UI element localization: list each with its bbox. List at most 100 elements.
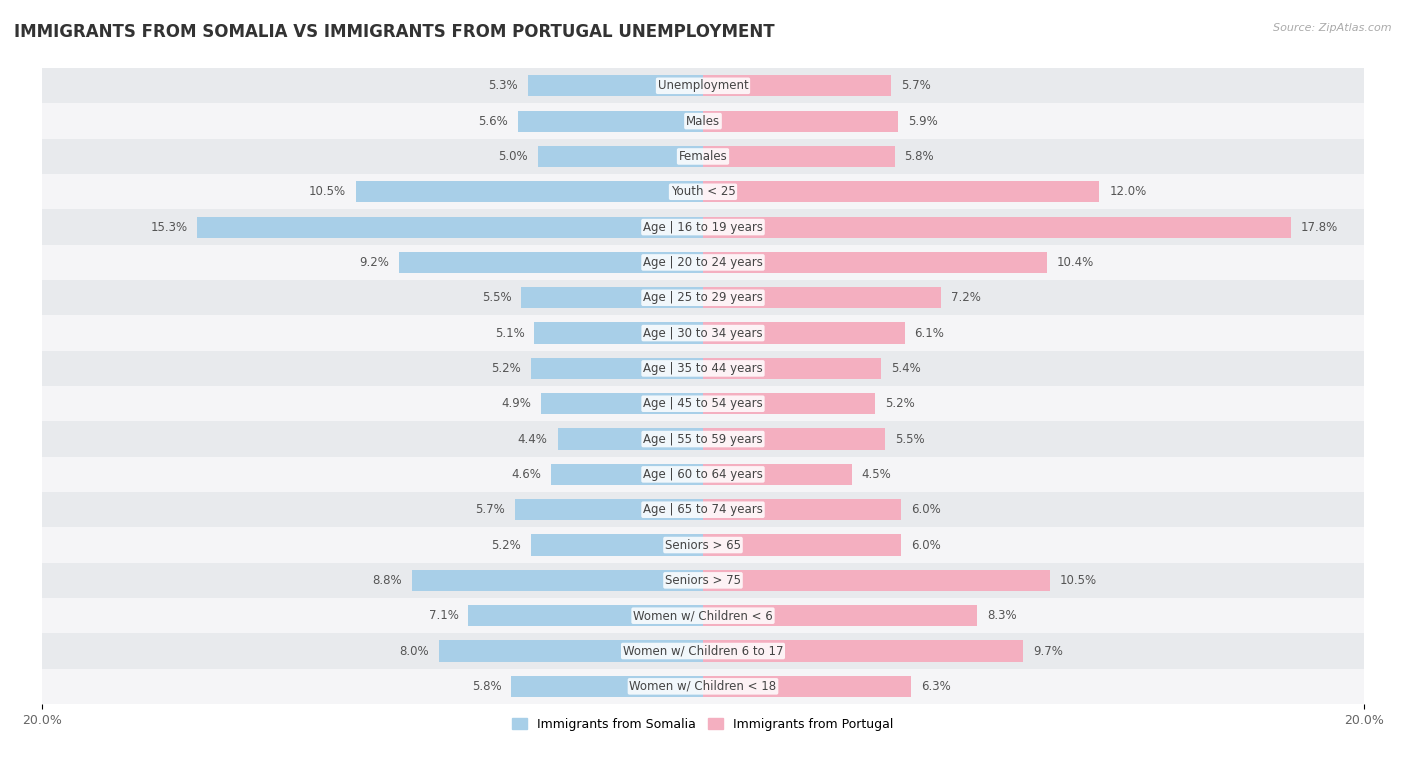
Text: 5.3%: 5.3% [488, 79, 517, 92]
Bar [703, 75, 891, 96]
Bar [42, 210, 1364, 245]
Text: 5.1%: 5.1% [495, 326, 524, 340]
Bar [399, 252, 703, 273]
Bar [42, 456, 1364, 492]
Text: 5.9%: 5.9% [908, 114, 938, 128]
Bar [42, 316, 1364, 350]
Text: Age | 60 to 64 years: Age | 60 to 64 years [643, 468, 763, 481]
Bar [703, 570, 1050, 591]
Text: 8.0%: 8.0% [399, 644, 429, 658]
Bar [42, 386, 1364, 422]
Bar [703, 358, 882, 379]
Bar [197, 217, 703, 238]
Bar [551, 464, 703, 485]
Bar [703, 287, 941, 308]
Bar [703, 111, 898, 132]
Bar [703, 464, 852, 485]
Bar [42, 280, 1364, 316]
Bar [703, 181, 1099, 202]
Bar [42, 139, 1364, 174]
Text: 17.8%: 17.8% [1301, 220, 1339, 234]
Bar [703, 428, 884, 450]
Text: Seniors > 65: Seniors > 65 [665, 538, 741, 552]
Bar [703, 322, 904, 344]
Text: 5.0%: 5.0% [498, 150, 527, 163]
Bar [703, 534, 901, 556]
Bar [537, 146, 703, 167]
Bar [42, 68, 1364, 104]
Bar [703, 393, 875, 414]
Text: Age | 55 to 59 years: Age | 55 to 59 years [643, 432, 763, 446]
Bar [515, 499, 703, 520]
Text: 5.4%: 5.4% [891, 362, 921, 375]
Text: 5.7%: 5.7% [475, 503, 505, 516]
Text: 5.2%: 5.2% [492, 362, 522, 375]
Text: 10.4%: 10.4% [1056, 256, 1094, 269]
Bar [703, 499, 901, 520]
Bar [531, 358, 703, 379]
Text: Age | 25 to 29 years: Age | 25 to 29 years [643, 291, 763, 304]
Bar [42, 634, 1364, 668]
Text: 6.0%: 6.0% [911, 503, 941, 516]
Bar [468, 605, 703, 626]
Text: 5.6%: 5.6% [478, 114, 508, 128]
Text: Women w/ Children < 18: Women w/ Children < 18 [630, 680, 776, 693]
Legend: Immigrants from Somalia, Immigrants from Portugal: Immigrants from Somalia, Immigrants from… [508, 713, 898, 736]
Bar [541, 393, 703, 414]
Bar [512, 676, 703, 697]
Bar [42, 174, 1364, 210]
Text: Source: ZipAtlas.com: Source: ZipAtlas.com [1274, 23, 1392, 33]
Bar [42, 104, 1364, 139]
Text: Males: Males [686, 114, 720, 128]
Text: Age | 30 to 34 years: Age | 30 to 34 years [643, 326, 763, 340]
Bar [42, 245, 1364, 280]
Text: Age | 65 to 74 years: Age | 65 to 74 years [643, 503, 763, 516]
Bar [703, 252, 1046, 273]
Text: 6.0%: 6.0% [911, 538, 941, 552]
Text: 4.4%: 4.4% [517, 432, 548, 446]
Text: Unemployment: Unemployment [658, 79, 748, 92]
Bar [42, 492, 1364, 528]
Bar [531, 534, 703, 556]
Bar [534, 322, 703, 344]
Bar [412, 570, 703, 591]
Text: 5.2%: 5.2% [884, 397, 914, 410]
Bar [42, 350, 1364, 386]
Text: IMMIGRANTS FROM SOMALIA VS IMMIGRANTS FROM PORTUGAL UNEMPLOYMENT: IMMIGRANTS FROM SOMALIA VS IMMIGRANTS FR… [14, 23, 775, 41]
Text: Women w/ Children 6 to 17: Women w/ Children 6 to 17 [623, 644, 783, 658]
Text: Age | 20 to 24 years: Age | 20 to 24 years [643, 256, 763, 269]
Text: 4.5%: 4.5% [862, 468, 891, 481]
Text: Age | 16 to 19 years: Age | 16 to 19 years [643, 220, 763, 234]
Text: 10.5%: 10.5% [309, 185, 346, 198]
Text: 5.7%: 5.7% [901, 79, 931, 92]
Bar [42, 528, 1364, 562]
Bar [42, 598, 1364, 634]
Text: Women w/ Children < 6: Women w/ Children < 6 [633, 609, 773, 622]
Text: Females: Females [679, 150, 727, 163]
Bar [522, 287, 703, 308]
Text: 5.5%: 5.5% [482, 291, 512, 304]
Text: 10.5%: 10.5% [1060, 574, 1097, 587]
Text: 9.7%: 9.7% [1033, 644, 1063, 658]
Bar [439, 640, 703, 662]
Bar [517, 111, 703, 132]
Text: Seniors > 75: Seniors > 75 [665, 574, 741, 587]
Text: 12.0%: 12.0% [1109, 185, 1147, 198]
Text: 5.2%: 5.2% [492, 538, 522, 552]
Text: Age | 35 to 44 years: Age | 35 to 44 years [643, 362, 763, 375]
Text: 7.2%: 7.2% [950, 291, 980, 304]
Text: 5.8%: 5.8% [904, 150, 934, 163]
Bar [703, 640, 1024, 662]
Bar [42, 668, 1364, 704]
Bar [42, 562, 1364, 598]
Text: Age | 45 to 54 years: Age | 45 to 54 years [643, 397, 763, 410]
Bar [558, 428, 703, 450]
Text: 15.3%: 15.3% [150, 220, 187, 234]
Text: 5.8%: 5.8% [472, 680, 502, 693]
Bar [703, 146, 894, 167]
Text: Youth < 25: Youth < 25 [671, 185, 735, 198]
Text: 6.1%: 6.1% [914, 326, 945, 340]
Bar [703, 605, 977, 626]
Bar [356, 181, 703, 202]
Text: 8.3%: 8.3% [987, 609, 1017, 622]
